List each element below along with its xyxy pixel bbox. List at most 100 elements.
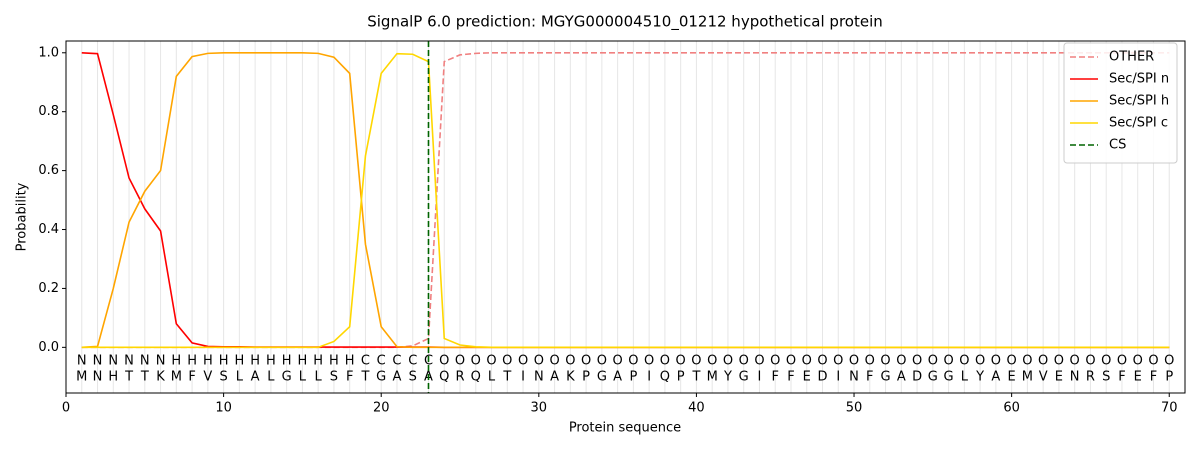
residue: A [393,370,402,385]
residue: I [521,370,525,385]
residue: G [376,370,386,385]
residue: L [488,370,496,385]
residue-class: O [581,354,591,369]
x-axis-label: Protein sequence [569,421,681,436]
residue-class: N [77,354,87,369]
residue: R [1086,370,1095,385]
residue: V [1039,370,1048,385]
plot-frame [65,40,1186,394]
residue: A [251,370,260,385]
residue: T [502,370,511,385]
residue-class: O [991,354,1001,369]
residue: F [771,370,778,385]
residue: T [360,370,369,385]
residue: E [803,370,811,385]
residue-class: N [156,354,166,369]
residue: I [758,370,762,385]
y-axis-label: Probability [15,182,30,251]
residue: T [124,370,133,385]
x-tick-label: 10 [215,401,232,416]
chart-title: SignalP 6.0 prediction: MGYG000004510_01… [367,13,883,32]
residue: S [219,370,227,385]
residue-class: O [943,354,953,369]
residue: L [299,370,307,385]
residue-class: H [313,354,323,369]
legend-label: Sec/SPI h [1109,94,1169,109]
residue: D [912,370,922,385]
residue: G [282,370,292,385]
residue-class: O [1085,354,1095,369]
residue-class: O [1133,354,1143,369]
residue-class: H [234,354,244,369]
residue-class: H [266,354,276,369]
residue-class: C [408,354,417,369]
residue-class: O [1070,354,1080,369]
residue-class: O [754,354,764,369]
residue-class: O [880,354,890,369]
residue-class: O [1022,354,1032,369]
y-tick-label: 0.2 [38,281,59,296]
residue: G [739,370,749,385]
residue-class: O [849,354,859,369]
x-tick-label: 70 [1161,401,1178,416]
residue: F [1150,370,1157,385]
residue-class: O [486,354,496,369]
residue-class: H [250,354,260,369]
residue-class: H [345,354,355,369]
x-tick-label: 40 [688,401,705,416]
residue: F [188,370,195,385]
residue-class: O [1101,354,1111,369]
residue-class: O [802,354,812,369]
legend-box [1063,42,1178,164]
residue: P [629,370,637,385]
residue-class: O [1007,354,1017,369]
y-tick-label: 0.4 [38,222,59,237]
residue-class: O [975,354,985,369]
residue-class: O [597,354,607,369]
residue: A [550,370,559,385]
residue: G [928,370,938,385]
residue: S [1102,370,1110,385]
residue: S [409,370,417,385]
residue: A [897,370,906,385]
x-tick-label: 60 [1003,401,1020,416]
residue-class: O [613,354,623,369]
residue: L [961,370,969,385]
residue-class: O [1148,354,1158,369]
residue-class: O [471,354,481,369]
residue: V [203,370,212,385]
residue-class: O [628,354,638,369]
series-line [81,52,1170,349]
residue: S [330,370,338,385]
residue-class: O [723,354,733,369]
residue-class: O [1038,354,1048,369]
residue-class: N [124,354,134,369]
residue: K [566,370,575,385]
residue-class: O [518,354,528,369]
residue-class: H [171,354,181,369]
y-tick-label: 0.8 [38,104,59,119]
legend-label: Sec/SPI c [1109,116,1168,131]
residue-class: O [676,354,686,369]
residue: P [677,370,685,385]
residue: P [582,370,590,385]
residue-class: O [786,354,796,369]
residue-class: O [865,354,875,369]
residue-class: O [928,354,938,369]
legend-label: OTHER [1109,50,1154,65]
residue: N [534,370,544,385]
legend: OTHER Sec/SPI n Sec/SPI h Sec/SPI c CS [1063,42,1178,164]
residue: Q [660,370,670,385]
residue: G [881,370,891,385]
residue-class: O [770,354,780,369]
residue-class: H [282,354,292,369]
residue: R [455,370,464,385]
residue: L [236,370,244,385]
residue-class: O [959,354,969,369]
residue: F [1118,370,1125,385]
residue-class: O [707,354,717,369]
residue-class: H [203,354,213,369]
residue-class: O [896,354,906,369]
residue: H [108,370,118,385]
